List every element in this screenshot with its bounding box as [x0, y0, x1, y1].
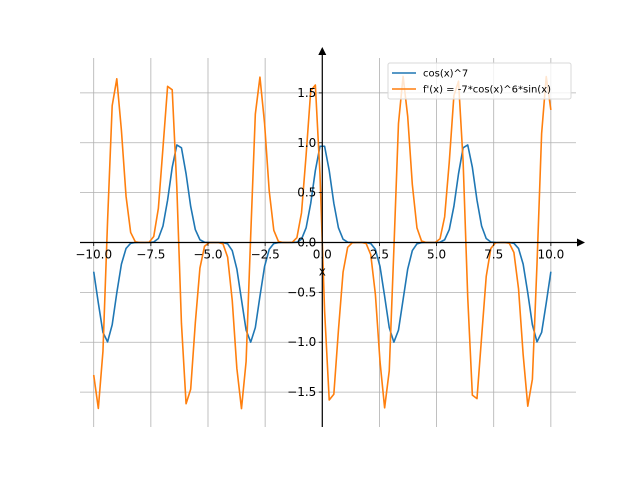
x-tick-label: −5.0 — [193, 247, 222, 261]
x-tick-label: −2.5 — [251, 247, 280, 261]
y-tick-label: 0.5 — [297, 186, 316, 200]
y-tick-label: −0.5 — [287, 285, 316, 299]
x-tick-label: −7.5 — [136, 247, 165, 261]
y-tick-label: 1.5 — [297, 86, 316, 100]
legend-label-derivative: f'(x) = -7*cos(x)^6*sin(x) — [423, 85, 551, 96]
x-tick-label: 10.0 — [537, 247, 564, 261]
y-tick-label: 1.0 — [297, 136, 316, 150]
x-axis-label: x — [319, 264, 326, 278]
y-tick-label: −1.5 — [287, 385, 316, 399]
y-tick-label: 0.0 — [297, 235, 316, 249]
x-tick-label: 5.0 — [427, 247, 446, 261]
legend: cos(x)^7 f'(x) = -7*cos(x)^6*sin(x) — [387, 62, 572, 100]
legend-label-cos7: cos(x)^7 — [423, 69, 468, 80]
y-axis-arrow — [318, 47, 327, 55]
x-tick-label: 2.5 — [370, 247, 389, 261]
x-tick-label: −10.0 — [75, 247, 112, 261]
x-tick-label: 0.0 — [313, 247, 332, 261]
x-axis-arrow — [577, 238, 585, 247]
tick-labels: −10.0 −7.5 −5.0 −2.5 0.0 2.5 5.0 7.5 10.0 −1.5 −1.… — [75, 86, 564, 399]
x-tick-label: 7.5 — [484, 247, 503, 261]
legend-box — [387, 62, 572, 100]
axes — [80, 47, 585, 427]
y-tick-label: −1.0 — [287, 335, 316, 349]
